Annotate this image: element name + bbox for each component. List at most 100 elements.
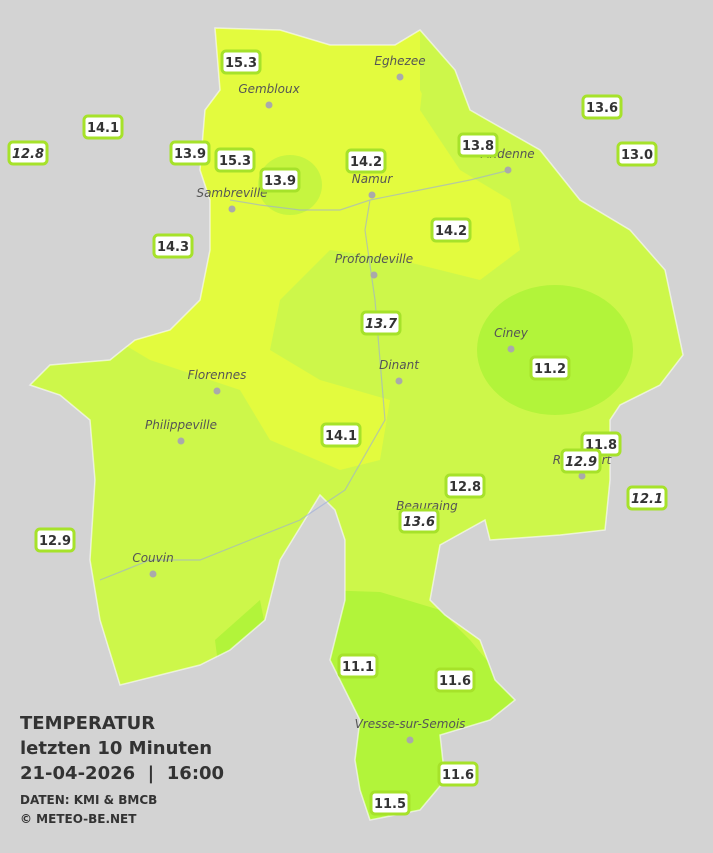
station-value: 13.6 [586,101,618,116]
city-dot [578,472,586,480]
city-name: Vresse-sur-Semois [355,717,466,731]
station-value: 11.1 [342,660,374,675]
station-value: 15.3 [225,56,257,71]
station: 14.3 [152,233,194,259]
city-dot [406,736,414,744]
station: 11.6 [434,667,476,693]
city-dot [265,101,273,109]
city-name: Ciney [494,326,529,340]
station-box [457,132,499,158]
station-box [434,667,476,693]
station-box [430,217,472,243]
station-value: 11.6 [439,674,471,689]
station-box [214,147,256,173]
city-dot [370,271,378,279]
station: 14.1 [82,114,124,140]
station: 11.1 [337,653,379,679]
station: 13.6 [398,508,440,534]
station-value: 11.5 [374,797,406,812]
legend-source: DATEN: KMI & BMCB [20,793,157,807]
station: 13.0 [616,141,658,167]
station-value: 12.1 [631,492,663,507]
station: 11.5 [369,790,411,816]
station-box [220,49,262,75]
station: 12.9 [560,448,602,474]
station-value: 12.9 [39,534,71,549]
station-box [337,653,379,679]
station-value: 15.3 [219,154,251,169]
city-dot [507,345,515,353]
station: 12.8 [7,140,49,166]
city-dot [395,377,403,385]
station-box [444,473,486,499]
station: 13.7 [360,310,402,336]
city-name: Sambreville [196,186,267,200]
city-dot [213,387,221,395]
station: 12.9 [34,527,76,553]
station-box [529,355,571,381]
legend-copyright: © METEO-BE.NET [20,812,137,826]
city-dot [368,191,376,199]
station-box [7,140,49,166]
station-value: 13.8 [462,139,494,154]
city-dot [504,166,512,174]
station-value: 13.9 [174,147,206,162]
station-box [345,148,387,174]
city-dot [177,437,185,445]
city-name: Philippeville [145,418,217,432]
station-box [560,448,602,474]
city-name: Eghezee [374,54,425,68]
city-name: Gembloux [238,82,300,96]
station: 12.1 [626,485,668,511]
legend-title: TEMPERATUR [20,713,155,734]
station-value: 12.8 [449,480,481,495]
station-box [369,790,411,816]
station-box [581,94,623,120]
station: 15.3 [214,147,256,173]
station-box [616,141,658,167]
station-box [360,310,402,336]
city-name: Profondeville [335,252,413,266]
station-value: 11.6 [442,768,474,783]
station-value: 13.6 [403,515,435,530]
station-value: 14.2 [435,224,467,239]
station: 13.8 [457,132,499,158]
station: 13.9 [259,167,301,193]
station-box [398,508,440,534]
station-value: 14.3 [157,240,189,255]
station: 14.1 [320,422,362,448]
station-value: 12.8 [12,147,44,162]
station-box [320,422,362,448]
station: 11.6 [437,761,479,787]
station-value: 11.2 [534,362,566,377]
city-dot [149,570,157,578]
station-value: 12.9 [565,455,597,470]
city-name: Dinant [379,358,420,372]
legend-period: letzten 10 Minuten [20,738,212,759]
station-value: 13.7 [365,317,398,332]
city-name: Couvin [132,551,173,565]
city-dot [396,73,404,81]
station-box [437,761,479,787]
city-dot [228,205,236,213]
station: 15.3 [220,49,262,75]
station-value: 14.1 [325,429,357,444]
station: 12.8 [444,473,486,499]
station: 14.2 [345,148,387,174]
station-value: 14.2 [350,155,382,170]
station-value: 13.0 [621,148,653,163]
station-box [169,140,211,166]
station: 11.2 [529,355,571,381]
station-box [259,167,301,193]
station-box [34,527,76,553]
rivers [99,169,511,581]
station-value: 13.9 [264,174,296,189]
station-box [626,485,668,511]
city-name: Namur [352,172,394,186]
legend-datetime: 21-04-2026 | 16:00 [20,763,224,784]
station: 14.2 [430,217,472,243]
station-box [82,114,124,140]
city-name: Florennes [188,368,247,382]
station: 13.6 [581,94,623,120]
